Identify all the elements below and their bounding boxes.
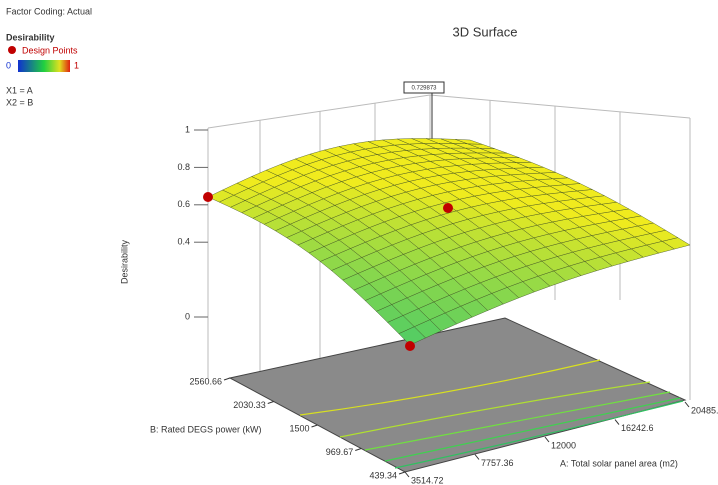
x-tick-label: 7757.36 [481,458,514,468]
x-tick [474,454,480,460]
z-tick-label: 0.8 [177,162,190,172]
y-tick [398,471,406,475]
design-point [443,203,453,213]
y-tick [267,401,274,404]
legend-label: Design Points [22,45,78,55]
chart-title: 3D Surface [452,24,517,39]
x-tick-label: 3514.72 [411,475,444,485]
surface [207,138,691,346]
contours [299,359,684,469]
x-tick [544,436,550,443]
z-tick-label: 1 [185,124,190,134]
annotation: 0.729873 [411,86,437,92]
colorbar [18,60,70,72]
factor: X1 = A [6,85,33,95]
z-tick-label: 0.6 [177,199,190,209]
design-point [405,341,415,351]
y-tick-label: 2030.33 [233,400,266,410]
legend-title: Desirability [6,32,55,42]
x-tick [404,471,410,478]
y-tick [355,448,362,451]
x-tick-label: 16242.6 [621,423,654,433]
x-tick [684,401,690,408]
z-tick-label: 0.4 [177,237,190,247]
colorbar-max: 1 [74,60,79,70]
z-tick-label: 0 [185,311,190,321]
x-tick-label: 20485.3 [691,405,718,415]
coding: Factor Coding: Actual [6,6,92,16]
y-tick [223,377,231,381]
annotation-box [403,81,445,94]
x-tick [614,419,620,425]
y-axis-label: B: Rated DEGS power (kW) [150,424,262,434]
floor [228,317,687,473]
y-tick [311,424,318,428]
colorbar-min: 0 [6,60,11,70]
y-tick-label: 969.67 [326,447,354,457]
x-axis-label: A: Total solar panel area (m2) [560,458,678,468]
z-axis-label: Desirability [119,239,129,284]
legend-marker [8,46,16,54]
y-tick-label: 2560.66 [189,376,222,386]
y-tick-label: 439.34 [369,470,397,480]
y-tick-label: 1500 [289,423,309,433]
x-tick-label: 12000 [551,440,576,450]
factor: X2 = B [6,97,33,107]
design-point [203,192,213,202]
surface-cell [455,139,483,145]
